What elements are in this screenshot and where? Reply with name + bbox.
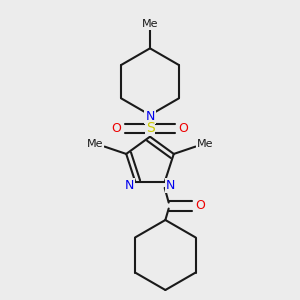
Text: N: N [145, 110, 155, 123]
Text: O: O [195, 200, 205, 212]
Text: O: O [178, 122, 188, 135]
Text: Me: Me [142, 19, 158, 29]
Text: Me: Me [196, 139, 213, 149]
Text: N: N [124, 179, 134, 192]
Text: S: S [146, 121, 154, 135]
Text: Me: Me [87, 139, 104, 149]
Text: N: N [166, 179, 175, 192]
Text: O: O [112, 122, 122, 135]
